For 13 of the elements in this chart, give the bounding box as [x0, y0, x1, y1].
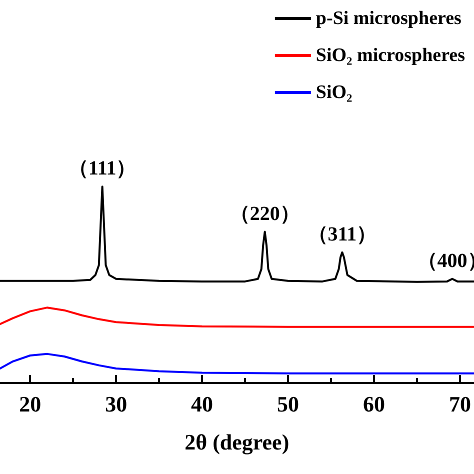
annotation: （111） — [68, 158, 136, 180]
x-tick-label: 40 — [191, 392, 214, 416]
x-tick-label: 50 — [277, 392, 300, 416]
x-tick-label: 70 — [449, 392, 471, 416]
x-axis-title: 2θ (degree) — [184, 430, 290, 454]
legend-label: SiO₂ — [316, 82, 353, 103]
x-tick-label: 20 — [19, 392, 42, 416]
legend-label: p-Si microspheres — [316, 8, 462, 29]
legend-label: SiO₂ microspheres — [316, 45, 465, 66]
x-tick-label: 60 — [363, 392, 386, 416]
annotation: （220） — [230, 202, 300, 225]
x-tick-label: 30 — [105, 392, 128, 416]
annotation: （311） — [308, 223, 377, 246]
